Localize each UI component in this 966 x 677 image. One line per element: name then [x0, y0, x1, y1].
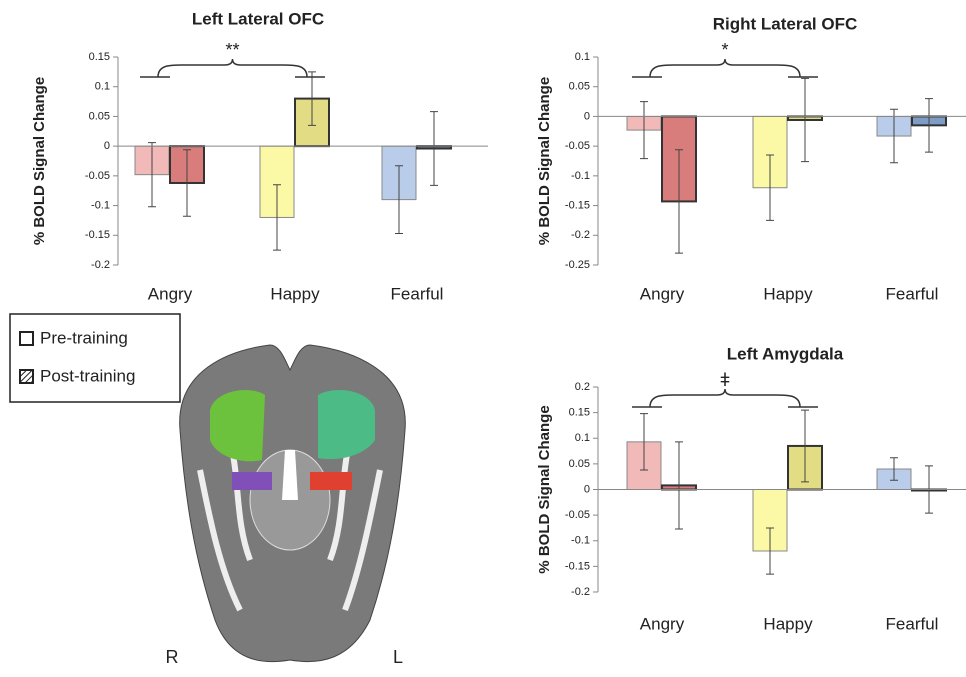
- ventricle: [282, 450, 298, 500]
- error-bar: [640, 413, 648, 471]
- y-tick-label: 0.05: [89, 110, 110, 122]
- significance-label: **: [225, 40, 239, 60]
- error-bar: [148, 142, 156, 208]
- y-tick-label: -0.15: [85, 229, 110, 241]
- y-tick-label: 0.15: [569, 407, 590, 419]
- x-tick-label: Happy: [270, 284, 320, 303]
- significance-bracket: [140, 58, 325, 78]
- brain-label: L: [393, 647, 403, 667]
- significance-label: ǂ: [720, 370, 731, 390]
- y-tick-label: -0.2: [571, 586, 590, 598]
- significance-bracket: [632, 58, 818, 78]
- x-tick-label: Angry: [640, 284, 685, 303]
- y-tick-label: -0.2: [91, 259, 110, 271]
- x-tick-label: Angry: [148, 284, 193, 303]
- error-bar: [308, 71, 316, 126]
- y-tick-label: 0: [104, 140, 110, 152]
- x-tick-label: Angry: [640, 614, 685, 633]
- error-bar: [801, 409, 809, 483]
- y-tick-label: -0.05: [85, 170, 110, 182]
- error-bar: [675, 441, 683, 530]
- y-tick-label: 0.05: [569, 81, 590, 93]
- legend-label: Pre-training: [40, 328, 128, 347]
- x-tick-label: Fearful: [886, 284, 939, 303]
- legend-box: [9, 313, 181, 403]
- chart-title: Left Amygdala: [727, 344, 844, 363]
- y-tick-label: 0.1: [95, 81, 110, 93]
- error-bar: [273, 184, 281, 251]
- error-bar: [430, 111, 438, 186]
- y-tick-label: -0.1: [571, 535, 590, 547]
- error-bar: [801, 77, 809, 163]
- y-tick-label: 0.15: [89, 51, 110, 63]
- error-bar: [675, 149, 683, 254]
- y-tick-label: 0: [584, 110, 590, 122]
- y-tick-label: 0: [584, 483, 590, 495]
- y-tick-label: 0.05: [569, 458, 590, 470]
- y-tick-label: -0.05: [565, 140, 590, 152]
- x-tick-label: Happy: [763, 614, 813, 633]
- y-tick-label: -0.15: [565, 560, 590, 572]
- error-bar: [925, 98, 933, 153]
- roi-left-amygdala: [310, 472, 352, 490]
- y-tick-label: -0.1: [571, 170, 590, 182]
- error-bar: [890, 108, 898, 164]
- legend-label: Post-training: [40, 366, 135, 385]
- error-bar: [766, 154, 774, 221]
- y-tick-label: 0.2: [575, 381, 590, 393]
- roi-left-ofc: [318, 390, 375, 460]
- y-tick-label: -0.15: [565, 199, 590, 211]
- y-axis-label: % BOLD Signal Change: [31, 77, 48, 245]
- roi-right-ofc: [210, 390, 265, 462]
- y-axis-label: % BOLD Signal Change: [536, 405, 553, 573]
- chart-title: Right Lateral OFC: [713, 14, 858, 33]
- y-axis-label: % BOLD Signal Change: [536, 77, 553, 245]
- significance-label: *: [721, 40, 728, 60]
- legend-swatch: [19, 369, 34, 384]
- brain-image: R L: [166, 344, 406, 667]
- error-bar: [640, 101, 648, 160]
- y-tick-label: 0.1: [575, 51, 590, 63]
- error-bar: [183, 149, 191, 217]
- y-tick-label: -0.1: [91, 199, 110, 211]
- x-tick-label: Fearful: [391, 284, 444, 303]
- brain-label: R: [166, 647, 179, 667]
- error-bar: [395, 165, 403, 235]
- significance-bracket: [632, 388, 818, 408]
- chart-title: Left Lateral OFC: [192, 9, 324, 28]
- legend-swatch: [19, 331, 34, 346]
- legend: Pre-training Post-training: [9, 313, 181, 403]
- y-tick-label: -0.25: [565, 259, 590, 271]
- y-tick-label: -0.2: [571, 229, 590, 241]
- error-bar: [766, 527, 774, 575]
- y-tick-label: -0.05: [565, 509, 590, 521]
- x-tick-label: Fearful: [886, 614, 939, 633]
- x-tick-label: Happy: [763, 284, 813, 303]
- roi-right-amygdala: [232, 472, 272, 490]
- white-matter: [197, 439, 383, 612]
- error-bar: [890, 457, 898, 481]
- y-tick-label: 0.1: [575, 432, 590, 444]
